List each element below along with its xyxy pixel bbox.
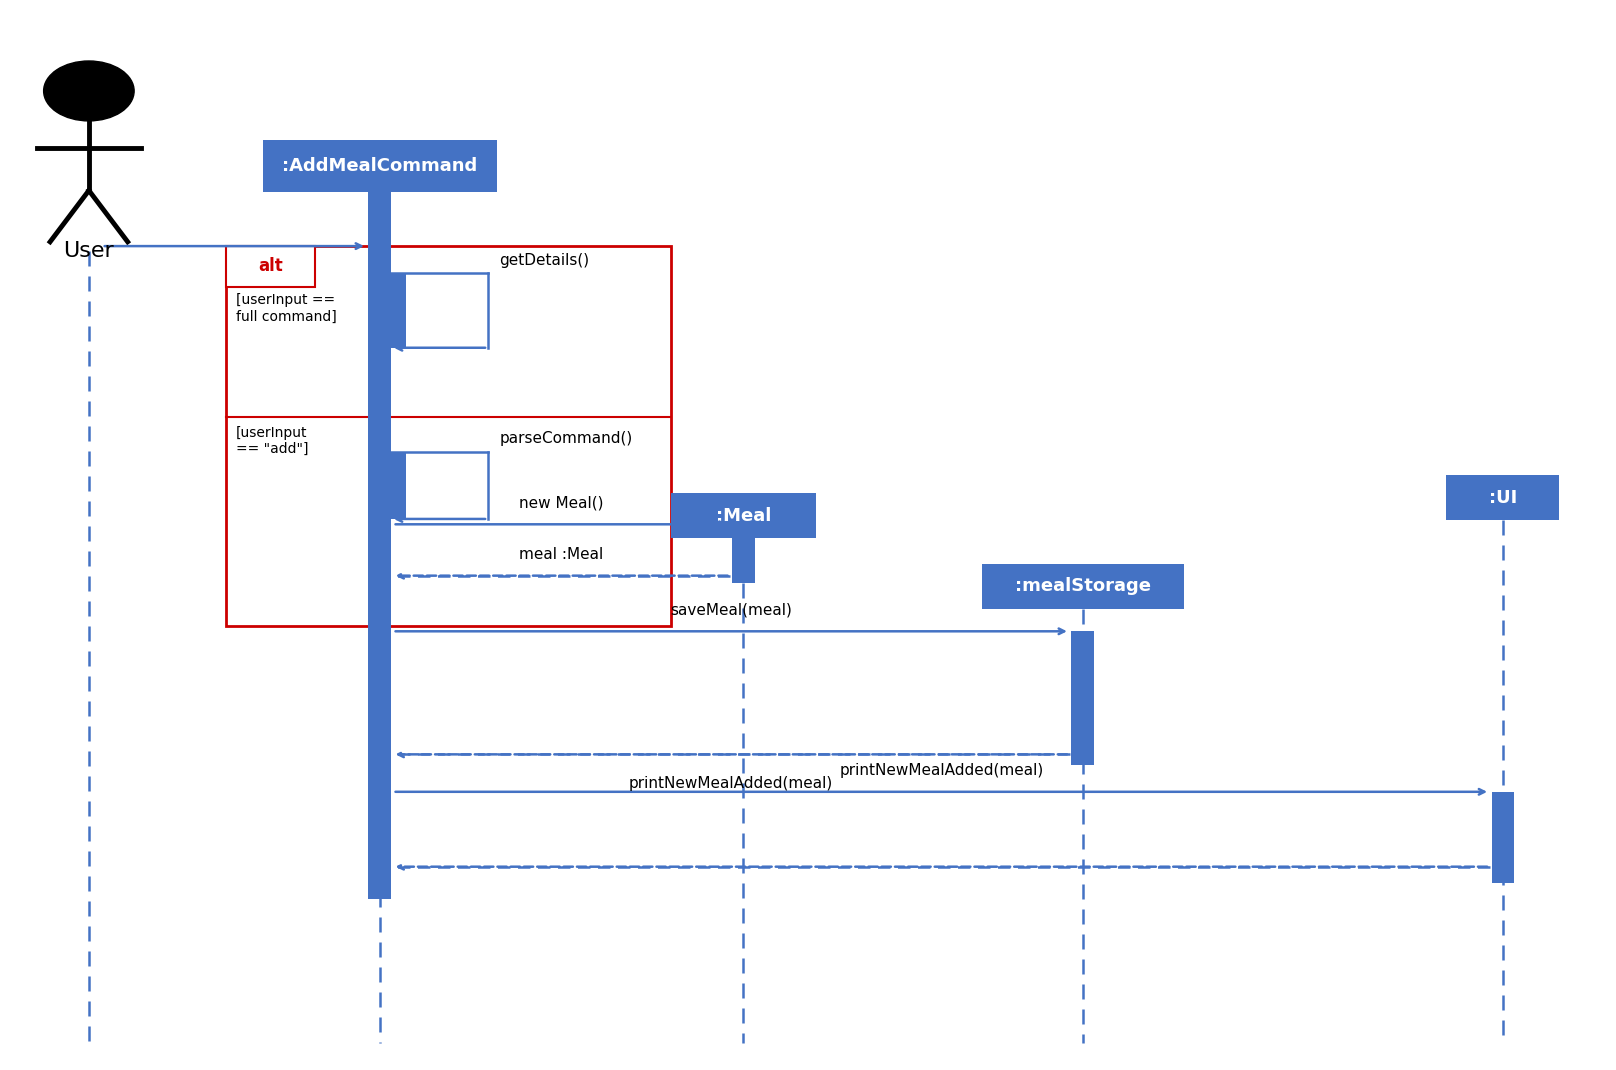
Bar [1071,631,1094,765]
Text: meal :Meal: meal :Meal [519,547,604,562]
Bar [385,273,407,348]
Circle shape [44,61,134,121]
Text: printNewMealAdded(meal): printNewMealAdded(meal) [839,763,1044,778]
Bar [226,246,671,626]
Bar [732,516,755,583]
Bar [385,452,407,519]
Text: :Meal: :Meal [716,507,771,524]
Text: :mealStorage: :mealStorage [1015,578,1151,595]
Bar [226,246,315,287]
Text: :UI: :UI [1488,489,1517,506]
Text: saveMeal(meal): saveMeal(meal) [671,602,792,617]
Text: alt: alt [259,258,283,275]
Text: :AddMealCommand: :AddMealCommand [283,157,477,174]
Text: User: User [63,241,115,261]
Text: [userInput ==
full command]: [userInput == full command] [236,293,336,323]
Bar [671,493,816,538]
Text: parseCommand(): parseCommand() [499,431,632,446]
Text: printNewMealAdded(meal): printNewMealAdded(meal) [629,776,834,791]
Bar [262,140,498,192]
Bar [368,192,391,899]
Text: new Meal(): new Meal() [519,495,604,510]
Bar [1446,475,1559,520]
Text: [userInput
== "add"]: [userInput == "add"] [236,426,309,456]
Bar [1492,792,1514,883]
Text: getDetails(): getDetails() [499,253,590,268]
Bar [983,564,1183,609]
